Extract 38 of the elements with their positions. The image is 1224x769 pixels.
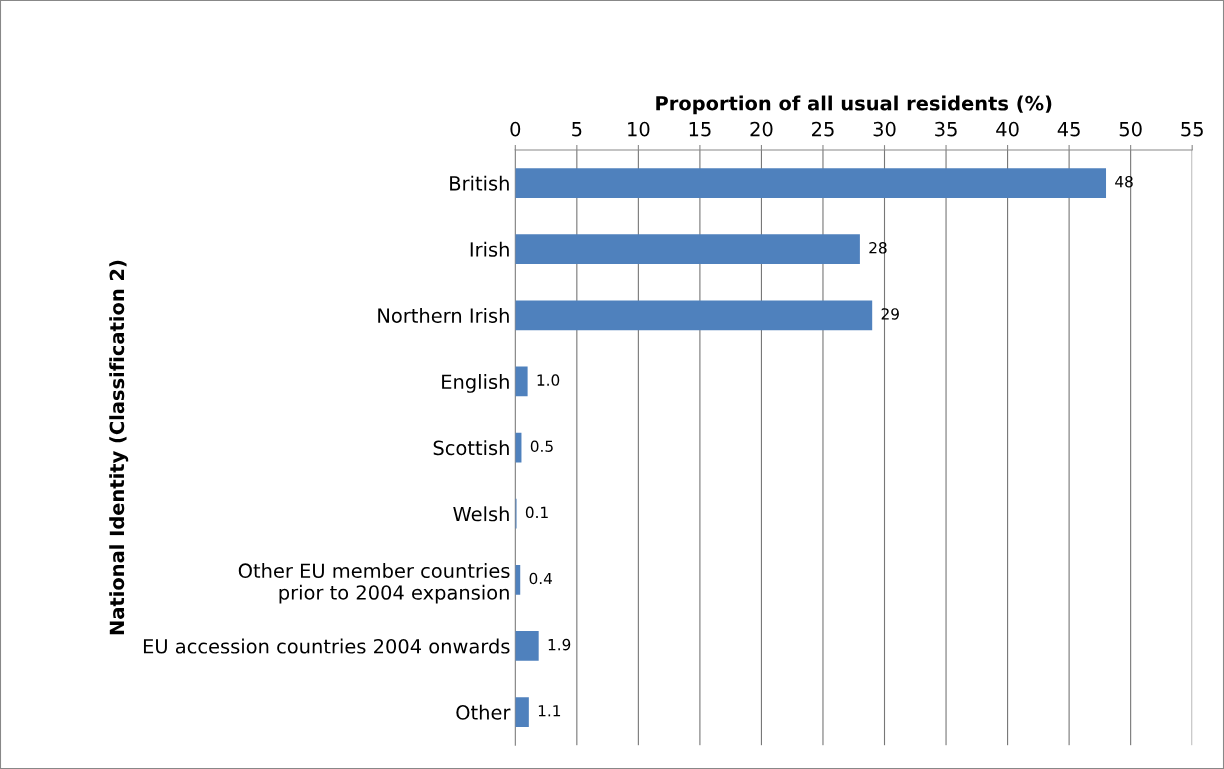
bar	[515, 631, 539, 661]
bar	[515, 366, 528, 397]
x-tick-label: 5	[572, 122, 582, 137]
x-tick-label: 0	[510, 121, 521, 137]
y-tick-label: EU accession countries 2004 onwards	[143, 638, 510, 654]
y-tick-label: British	[450, 175, 509, 191]
data-label: 48	[1115, 175, 1133, 188]
x-tick-label: 45	[1057, 122, 1080, 137]
x-tick-label: 25	[812, 121, 834, 137]
x-tick-label: 40	[996, 121, 1019, 137]
data-label: 0.1	[525, 506, 548, 519]
x-tick-label: 35	[935, 121, 957, 137]
bar	[515, 234, 860, 265]
data-label: 1.1	[538, 705, 561, 717]
data-label: 1.0	[537, 374, 560, 386]
x-axis-title: Proportion of all usual residents (%)	[656, 95, 1052, 115]
data-label: 0.5	[530, 440, 553, 452]
y-tick-label: English	[442, 374, 509, 393]
bar	[515, 300, 873, 331]
x-tick-label: 10	[628, 121, 650, 137]
x-tick-label: 50	[1119, 121, 1142, 137]
y-tick-label: Welsh	[453, 506, 509, 522]
y-axis-title: National Identity (Classification 2)	[109, 260, 129, 635]
y-tick-label: Other EU member countries prior to 2004 expansion	[238, 563, 510, 604]
y-tick-label: Irish	[470, 241, 509, 257]
x-tick-label: 15	[689, 122, 711, 137]
x-tick-label: 55	[1181, 122, 1203, 137]
data-label: 0.4	[529, 572, 552, 585]
x-tick-label: 20	[750, 121, 773, 137]
data-label: 29	[881, 308, 899, 320]
y-tick-label: Northern Irish	[378, 307, 509, 323]
y-tick-label: Other	[456, 704, 511, 720]
data-label: 1.9	[548, 638, 571, 651]
y-tick-label: Scottish	[433, 440, 509, 456]
x-tick-label: 30	[873, 121, 896, 137]
data-label: 28	[869, 242, 887, 254]
bar	[515, 168, 1107, 198]
bar	[515, 697, 529, 727]
